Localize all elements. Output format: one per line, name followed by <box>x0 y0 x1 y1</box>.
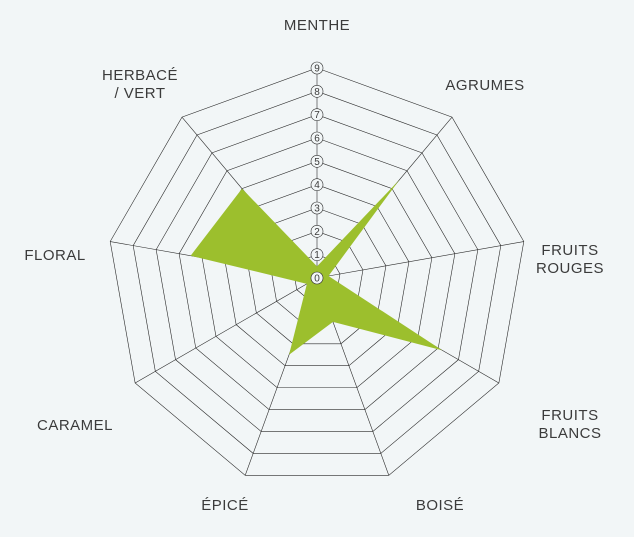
axis-label: FLORAL <box>24 247 85 264</box>
axis-label: BOISÉ <box>416 497 464 514</box>
axis-label: HERBACÉ/ VERT <box>102 67 178 102</box>
tick-label: 1 <box>314 250 320 261</box>
axis-label: MENTHE <box>284 17 350 34</box>
tick-label: 5 <box>314 157 320 168</box>
tick-label: 2 <box>314 227 320 238</box>
tick-label: 0 <box>314 274 320 285</box>
axis-label: FRUITSROUGES <box>536 242 604 277</box>
tick-label: 7 <box>314 110 320 121</box>
tick-label: 9 <box>314 64 320 75</box>
axis-label: ÉPICÉ <box>201 497 249 514</box>
axis-label: CARAMEL <box>37 417 113 434</box>
axis-label: AGRUMES <box>445 77 524 94</box>
tick-label: 3 <box>314 204 320 215</box>
tick-label: 8 <box>314 87 320 98</box>
axis-label: FRUITSBLANCS <box>538 407 601 442</box>
spoke <box>135 278 317 383</box>
tick-label: 4 <box>314 180 320 191</box>
tick-label: 6 <box>314 134 320 145</box>
